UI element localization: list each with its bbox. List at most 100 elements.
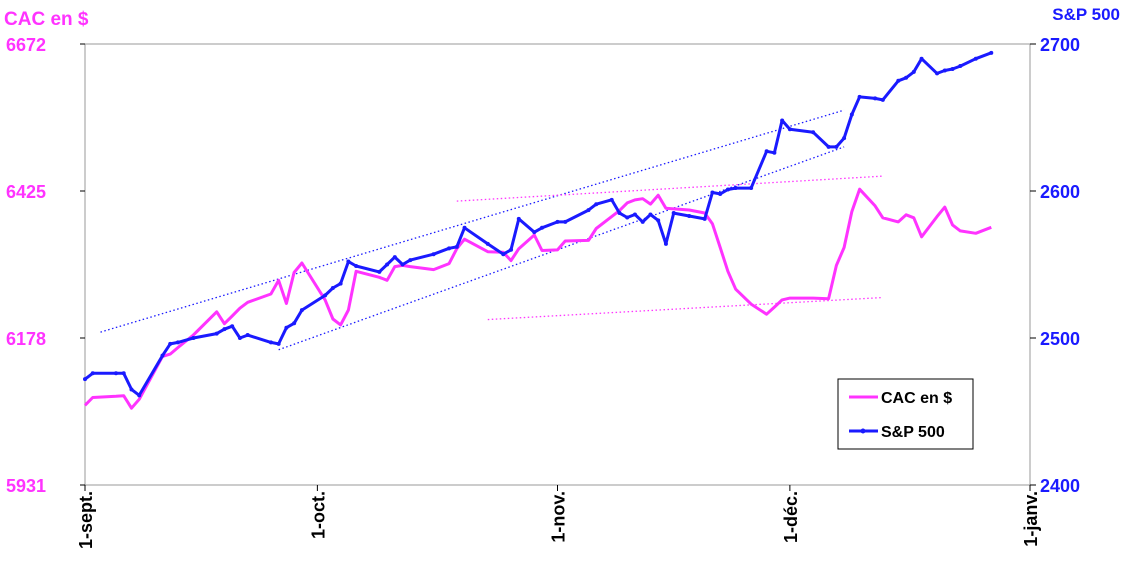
left-tick-label: 6178 [6, 329, 46, 349]
right-tick-label: 2400 [1040, 476, 1080, 496]
data-point [950, 66, 955, 71]
legend-label-sp500: S&P 500 [881, 424, 945, 441]
trend-line [456, 175, 883, 202]
trend-lines [100, 109, 883, 351]
data-point [671, 211, 676, 216]
data-point [400, 262, 405, 267]
data-point [594, 202, 599, 207]
data-point [137, 393, 142, 398]
data-point [725, 187, 730, 192]
data-point [849, 112, 854, 117]
data-point [880, 97, 885, 102]
data-point [129, 387, 134, 392]
data-point [462, 225, 467, 230]
data-point [385, 262, 390, 267]
legend: CAC en $ S&P 500 [837, 378, 974, 450]
data-point [299, 308, 304, 313]
data-point [323, 293, 328, 298]
data-point [90, 371, 95, 376]
x-tick-label: 1-déc. [781, 491, 801, 543]
data-point [609, 197, 614, 202]
data-point [245, 333, 250, 338]
data-point [392, 255, 397, 260]
data-point [873, 96, 878, 101]
left-tick-label: 6425 [6, 182, 46, 202]
data-point [942, 68, 947, 73]
data-point [160, 353, 165, 358]
data-point [83, 377, 87, 382]
right-axis-ticks: 2700 2600 2500 2400 [1030, 35, 1080, 496]
data-point [811, 130, 816, 135]
legend-label-cac: CAC en $ [881, 390, 952, 407]
right-tick-label: 2500 [1040, 329, 1080, 349]
data-point [338, 281, 343, 286]
data-point [749, 186, 754, 191]
data-point [973, 56, 978, 61]
series-line-cac [83, 187, 992, 410]
data-point [214, 331, 219, 336]
data-point [268, 340, 273, 345]
left-tick-label: 6672 [6, 35, 46, 55]
data-point [919, 56, 924, 61]
data-point [555, 219, 560, 224]
data-point [656, 218, 661, 223]
data-point [640, 219, 645, 224]
data-point [431, 252, 436, 257]
left-axis-ticks: 6672 6425 6178 5931 [6, 35, 85, 496]
data-point [663, 241, 668, 246]
data-point [408, 258, 413, 263]
data-point [168, 341, 173, 346]
data-point [702, 216, 707, 221]
right-axis-title: S&P 500 [1052, 5, 1120, 24]
data-point [904, 75, 909, 80]
data-point [842, 136, 847, 141]
data-point [834, 144, 839, 149]
data-point [237, 336, 242, 340]
x-tick-label: 1-janv. [1021, 491, 1041, 547]
data-point [509, 247, 514, 252]
data-point [764, 149, 769, 154]
series-line-sp500 [84, 51, 992, 397]
left-axis-title: CAC en $ [4, 9, 89, 30]
data-point [787, 127, 792, 132]
data-point [354, 263, 359, 268]
right-tick-label: 2600 [1040, 182, 1080, 202]
x-tick-label: 1-oct. [308, 491, 328, 539]
data-point [346, 259, 351, 264]
legend-box [837, 378, 974, 450]
data-point [958, 64, 963, 69]
data-point [501, 252, 506, 257]
x-axis-ticks: 1-sept. 1-oct. 1-nov. 1-déc. 1-janv. [76, 485, 1041, 549]
data-point [516, 216, 521, 221]
data-point [276, 341, 281, 346]
trend-line [278, 146, 845, 351]
data-point [733, 186, 738, 191]
legend-marker-sp500 [860, 428, 866, 434]
data-point [625, 215, 630, 220]
data-point [532, 230, 537, 235]
data-point [191, 336, 196, 340]
trend-line [100, 109, 845, 333]
data-point [687, 213, 692, 218]
data-point [113, 371, 118, 376]
data-point [911, 69, 916, 74]
data-point [284, 325, 289, 330]
x-tick-label: 1-sept. [76, 491, 96, 549]
left-tick-label: 5931 [6, 476, 46, 496]
data-point [718, 191, 723, 196]
data-point [710, 190, 715, 195]
data-point [826, 144, 831, 149]
data-point [377, 269, 382, 274]
data-point [330, 286, 335, 291]
data-point [857, 94, 862, 99]
data-point [586, 208, 591, 213]
data-point [632, 212, 637, 217]
x-tick-label: 1-nov. [549, 491, 569, 543]
data-point [617, 211, 622, 216]
data-point [648, 212, 653, 217]
right-tick-label: 2700 [1040, 35, 1080, 55]
data-point [563, 219, 568, 224]
data-point [780, 118, 785, 123]
trend-line [487, 296, 883, 321]
